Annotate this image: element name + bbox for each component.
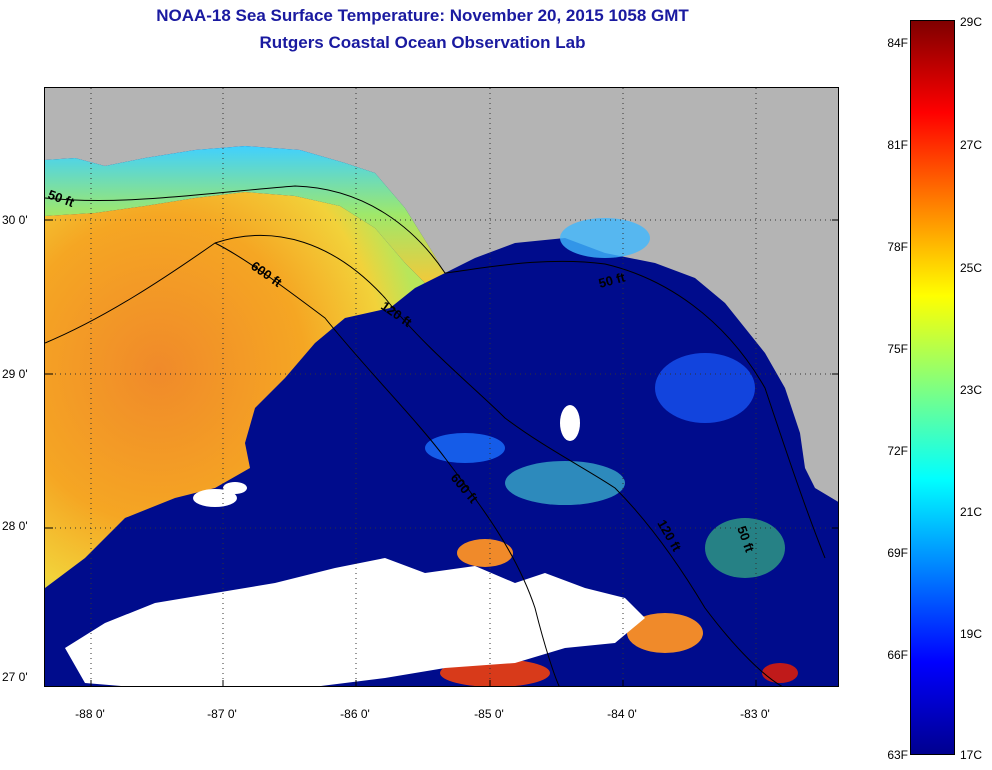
latitude-label: 29 0': [2, 367, 28, 381]
coastal-shelf: [45, 146, 445, 283]
latitude-label: 28 0': [2, 519, 28, 533]
latitude-label: 27 0': [2, 670, 28, 684]
warm-spot: [627, 613, 703, 653]
colorbar-fahrenheit-label: 72F: [887, 444, 908, 458]
longitude-label: -85 0': [474, 707, 504, 721]
longitude-label: -86 0': [340, 707, 370, 721]
colorbar-celsius-label: 17C: [960, 748, 983, 762]
cool-eddy: [705, 518, 785, 578]
cool-eddy: [425, 433, 505, 463]
cloud-patch: [193, 489, 237, 507]
longitude-label: -87 0': [207, 707, 237, 721]
warm-spot: [457, 539, 513, 567]
colorbar-fahrenheit-label: 81F: [887, 138, 908, 152]
colorbar-fahrenheit-label: 66F: [887, 648, 908, 662]
colorbar-celsius-label: 25C: [960, 261, 983, 275]
colorbar-fahrenheit-label: 63F: [887, 748, 908, 762]
cloud-patch: [560, 405, 580, 441]
cool-eddy: [560, 218, 650, 258]
longitude-label: -84 0': [607, 707, 637, 721]
colorbar-fahrenheit-label: 69F: [887, 546, 908, 560]
cloud-patch: [223, 482, 247, 494]
colorbar-fahrenheit-label: 78F: [887, 240, 908, 254]
colorbar-celsius-label: 29C: [960, 15, 983, 29]
cool-eddy: [655, 353, 755, 423]
colorbar-celsius-label: 23C: [960, 383, 983, 397]
longitude-label: -83 0': [740, 707, 770, 721]
colorbar-celsius-label: 27C: [960, 138, 983, 152]
temperature-colorbar: [910, 20, 955, 755]
map-subtitle: Rutgers Coastal Ocean Observation Lab: [259, 33, 586, 52]
warm-water-region: [45, 192, 425, 588]
cloud-region: [65, 558, 645, 686]
land-region: [45, 88, 838, 502]
graticule: [45, 88, 838, 686]
cool-eddy: [505, 461, 625, 505]
contour-label: 50 ft: [597, 269, 627, 291]
colorbar-fahrenheit-label: 75F: [887, 342, 908, 356]
depth-contours: [45, 185, 826, 686]
frame-ticks: [45, 219, 838, 686]
warm-spot: [762, 663, 798, 683]
sst-map: 50 ft 600 ft 120 ft 50 ft 600 ft 120 ft …: [44, 87, 839, 687]
colorbar-celsius-label: 19C: [960, 627, 983, 641]
colorbar-celsius-label: 21C: [960, 505, 983, 519]
sst-map-image: 50 ft 600 ft 120 ft 50 ft 600 ft 120 ft …: [45, 88, 838, 686]
colorbar-fahrenheit-label: 84F: [887, 36, 908, 50]
latitude-label: 30 0': [2, 213, 28, 227]
longitude-label: -88 0': [75, 707, 105, 721]
map-title: NOAA-18 Sea Surface Temperature: Novembe…: [156, 6, 689, 25]
